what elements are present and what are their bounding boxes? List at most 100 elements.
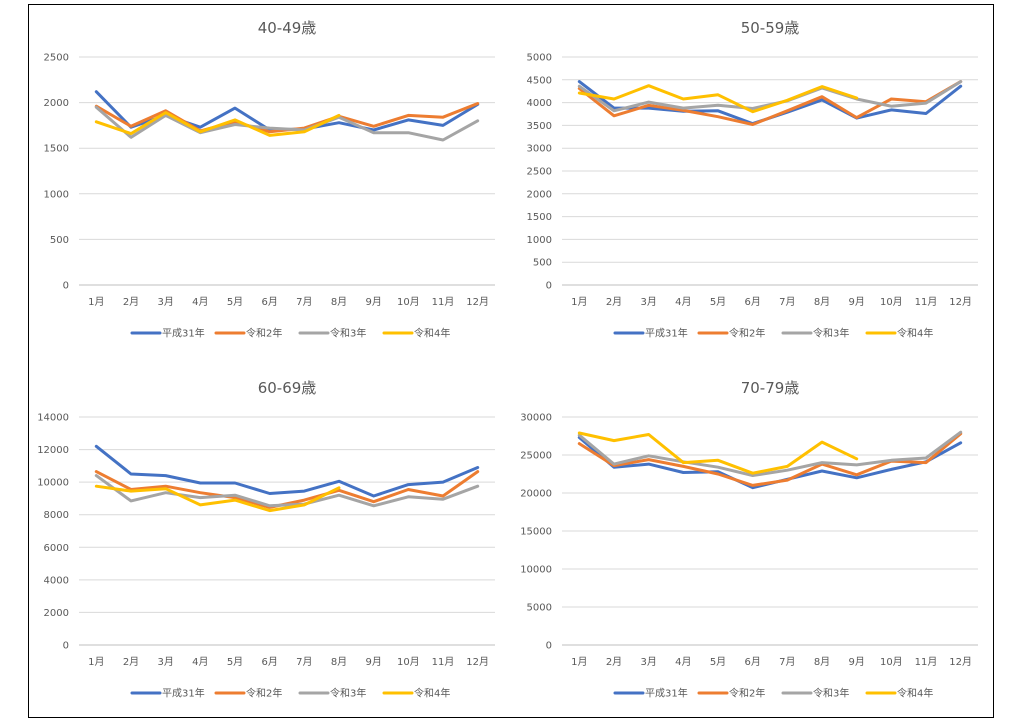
y-tick-label: 10000 [520, 565, 552, 576]
series-line-4 [577, 84, 859, 114]
x-tick-label: 4月 [192, 656, 208, 668]
x-tick-label: 3月 [640, 656, 656, 668]
chart-70-79: 70-79歳 0 5000 10000 15000 20000 25000 30000 1月 2月… [512, 365, 994, 721]
legend-label: 令和3年 [813, 327, 849, 340]
y-tick-label: 30000 [520, 413, 552, 424]
x-tick-label: 9月 [365, 656, 381, 668]
x-tick-label: 9月 [848, 656, 864, 668]
x-tick-label: 6月 [261, 296, 277, 308]
y-tick-label: 5000 [527, 603, 552, 614]
series-line-4 [577, 431, 859, 475]
x-tick-label: 6月 [744, 296, 760, 308]
legend-label: 令和2年 [246, 327, 282, 340]
x-tick-label: 7月 [296, 656, 312, 668]
x-tick-label: 6月 [261, 656, 277, 668]
y-tick-label: 4000 [44, 575, 69, 586]
x-tick-label: 3月 [157, 656, 173, 668]
x-tick-label: 8月 [331, 656, 347, 668]
chart-title: 50-59歳 [741, 19, 800, 37]
x-tick-label: 10月 [397, 296, 420, 308]
series-line-1 [94, 444, 480, 498]
y-tick-label: 1500 [527, 212, 552, 223]
x-tick-label: 9月 [365, 296, 381, 308]
legend-label: 平成31年 [645, 327, 688, 340]
x-tick-label: 7月 [779, 296, 795, 308]
y-tick-label: 20000 [520, 489, 552, 500]
legend-label: 平成31年 [645, 687, 688, 700]
x-tick-label: 1月 [88, 296, 104, 308]
x-tick-label: 5月 [227, 656, 243, 668]
x-tick-label: 12月 [949, 656, 972, 668]
y-tick-label: 0 [546, 281, 552, 292]
x-tick-label: 9月 [848, 296, 864, 308]
legend-label: 令和4年 [897, 687, 933, 700]
y-tick-label: 12000 [37, 445, 69, 456]
y-tick-label: 3500 [527, 121, 552, 132]
chart-svg: 50-59歳 0 500 1000 1500 2000 2500 3000 3500 4000 45… [527, 19, 978, 340]
x-tick-label: 1月 [571, 656, 587, 668]
chart-40-49: 40-49歳 0 500 1000 1500 2000 2500 1月 2月 3月 4月 5月 6月 7月… [29, 5, 511, 361]
x-tick-label: 1月 [88, 656, 104, 668]
series-line-2 [577, 80, 963, 126]
x-tick-label: 8月 [331, 296, 347, 308]
x-tick-label: 2月 [606, 656, 622, 668]
chart-50-59: 50-59歳 0 500 1000 1500 2000 2500 3000 3500 4000 45… [512, 5, 994, 361]
x-tick-label: 7月 [779, 656, 795, 668]
y-tick-label: 0 [63, 641, 69, 652]
series-line-3 [577, 430, 963, 477]
x-tick-label: 11月 [432, 296, 455, 308]
y-tick-label: 4000 [527, 98, 552, 109]
y-tick-label: 2500 [44, 53, 69, 64]
legend-label: 令和2年 [246, 687, 282, 700]
x-tick-label: 10月 [397, 656, 420, 668]
legend-label: 令和4年 [897, 327, 933, 340]
chart-svg: 70-79歳 0 5000 10000 15000 20000 25000 30000 1月 2月… [520, 379, 978, 700]
legend-label: 令和3年 [813, 687, 849, 700]
x-tick-label: 2月 [123, 656, 139, 668]
legend-label: 平成31年 [162, 327, 205, 340]
y-tick-label: 6000 [44, 543, 69, 554]
chart-svg: 60-69歳 0 2000 4000 6000 8000 10000 12000 14000 1月… [37, 379, 495, 700]
y-tick-label: 1000 [44, 189, 69, 200]
x-tick-label: 11月 [432, 656, 455, 668]
x-tick-label: 7月 [296, 296, 312, 308]
legend-label: 平成31年 [162, 687, 205, 700]
y-tick-label: 2000 [44, 608, 69, 619]
x-tick-label: 12月 [466, 656, 489, 668]
y-tick-label: 15000 [520, 527, 552, 538]
x-tick-label: 12月 [466, 296, 489, 308]
chart-60-69: 60-69歳 0 2000 4000 6000 8000 10000 12000 14000 1月… [29, 365, 511, 721]
y-tick-label: 5000 [527, 53, 552, 64]
series-line-3 [94, 105, 480, 142]
x-tick-label: 8月 [814, 656, 830, 668]
x-tick-label: 2月 [123, 296, 139, 308]
x-tick-label: 5月 [710, 296, 726, 308]
series-line-4 [94, 111, 341, 137]
y-tick-label: 25000 [520, 451, 552, 462]
x-tick-label: 2月 [606, 296, 622, 308]
legend-label: 令和3年 [330, 327, 366, 340]
x-tick-label: 11月 [915, 296, 938, 308]
x-tick-label: 4月 [675, 656, 691, 668]
y-tick-label: 2500 [527, 167, 552, 178]
series-line-4 [94, 484, 341, 513]
y-tick-label: 3000 [527, 144, 552, 155]
x-tick-label: 10月 [880, 296, 903, 308]
y-tick-label: 1500 [44, 144, 69, 155]
x-tick-label: 4月 [192, 296, 208, 308]
x-tick-label: 5月 [710, 656, 726, 668]
legend-label: 令和2年 [729, 687, 765, 700]
x-tick-label: 3月 [157, 296, 173, 308]
x-tick-label: 3月 [640, 296, 656, 308]
legend-label: 令和4年 [414, 687, 450, 700]
y-tick-label: 0 [546, 641, 552, 652]
y-tick-label: 500 [50, 235, 69, 246]
x-tick-label: 4月 [675, 296, 691, 308]
x-tick-label: 10月 [880, 656, 903, 668]
chart-svg: 40-49歳 0 500 1000 1500 2000 2500 1月 2月 3月 4月 5月 6月 7月… [44, 19, 495, 340]
legend-label: 令和2年 [729, 327, 765, 340]
chart-title: 70-79歳 [741, 379, 800, 397]
x-tick-label: 1月 [571, 296, 587, 308]
y-tick-label: 8000 [44, 510, 69, 521]
y-tick-label: 2000 [44, 98, 69, 109]
